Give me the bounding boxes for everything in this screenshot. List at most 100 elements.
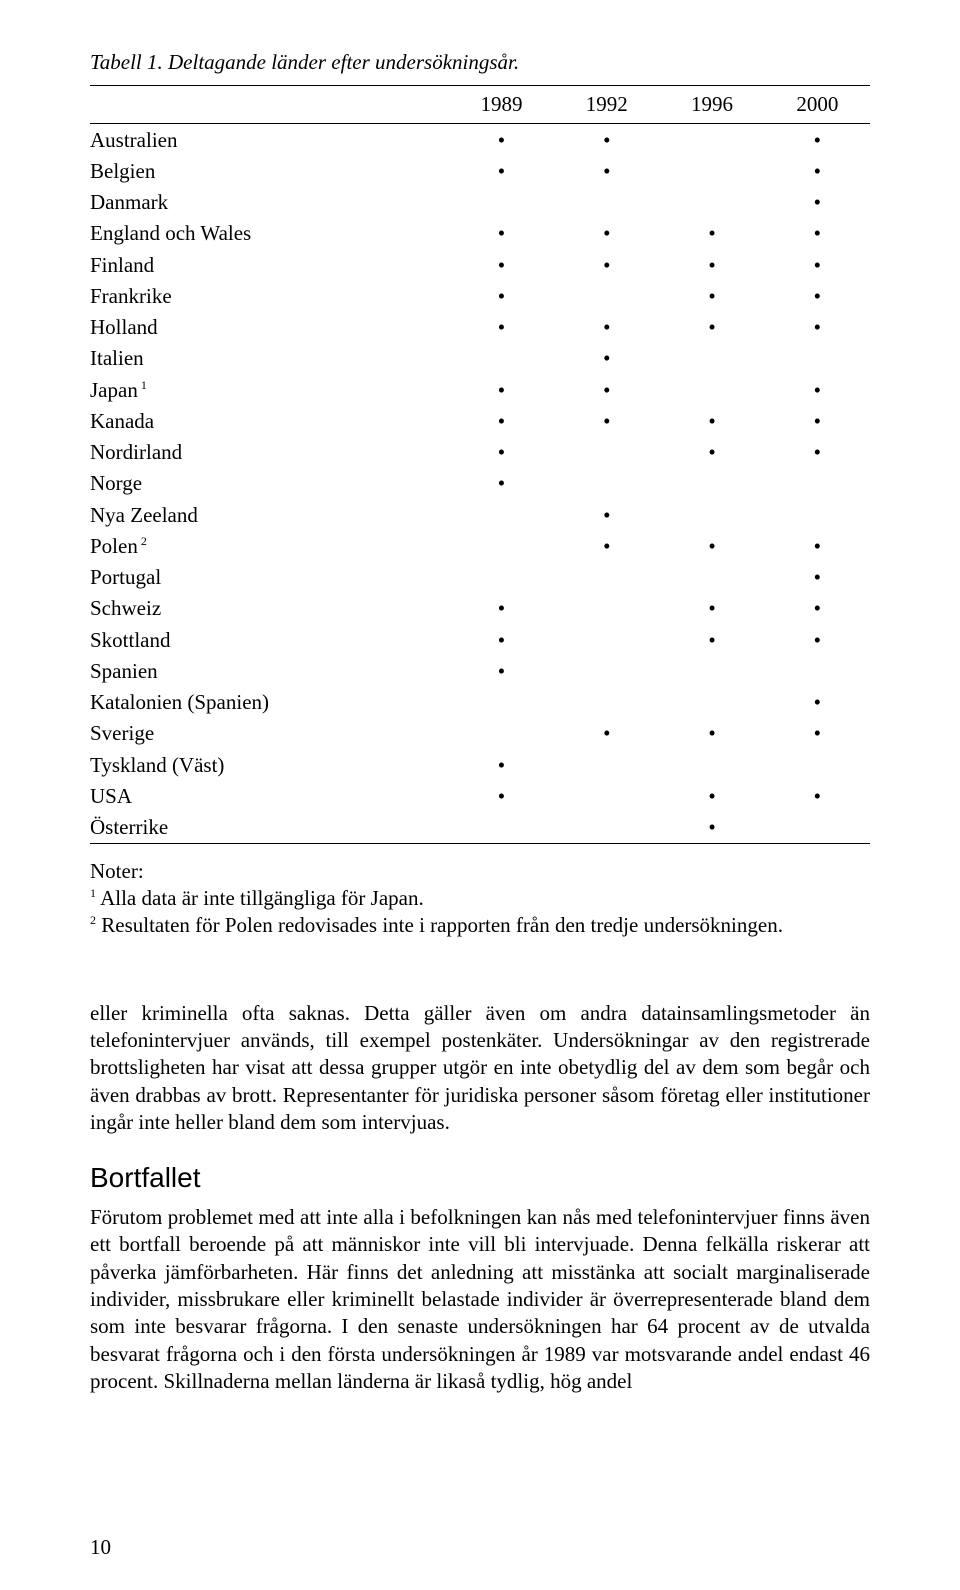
mark-cell: • (449, 468, 554, 499)
mark-cell (449, 530, 554, 561)
note-2-text: Resultaten för Polen redovisades inte i … (96, 913, 783, 937)
mark-cell (765, 749, 870, 780)
table-title-rest: Deltagande länder efter undersökningsår. (163, 50, 519, 74)
mark-cell: • (765, 405, 870, 436)
country-cell: Norge (90, 468, 449, 499)
table-row: Polen 2••• (90, 530, 870, 561)
mark-cell: • (659, 437, 764, 468)
mark-cell: • (449, 405, 554, 436)
mark-cell (659, 499, 764, 530)
section-heading-bortfallet: Bortfallet (90, 1162, 870, 1194)
table-row: Spanien• (90, 655, 870, 686)
mark-cell (449, 812, 554, 844)
mark-cell (449, 687, 554, 718)
mark-cell: • (449, 249, 554, 280)
country-footnote-sup: 1 (138, 378, 147, 392)
mark-cell: • (449, 280, 554, 311)
mark-cell: • (765, 562, 870, 593)
mark-cell (659, 468, 764, 499)
mark-cell (659, 374, 764, 405)
mark-cell: • (554, 405, 659, 436)
table-row: Tyskland (Väst)• (90, 749, 870, 780)
mark-cell: • (659, 312, 764, 343)
mark-cell: • (659, 624, 764, 655)
mark-cell (449, 343, 554, 374)
mark-cell: • (765, 593, 870, 624)
mark-cell (554, 749, 659, 780)
country-cell: Danmark (90, 187, 449, 218)
country-cell: Holland (90, 312, 449, 343)
mark-cell: • (765, 718, 870, 749)
col-year-3: 1996 (659, 86, 764, 124)
table-row: Schweiz••• (90, 593, 870, 624)
mark-cell (554, 280, 659, 311)
table-row: Portugal• (90, 562, 870, 593)
mark-cell (765, 499, 870, 530)
table-row: Holland•••• (90, 312, 870, 343)
mark-cell (765, 655, 870, 686)
mark-cell (554, 593, 659, 624)
participation-table: 1989 1992 1996 2000 Australien•••Belgien… (90, 85, 870, 844)
mark-cell: • (449, 218, 554, 249)
mark-cell: • (659, 812, 764, 844)
mark-cell (554, 624, 659, 655)
col-year-4: 2000 (765, 86, 870, 124)
mark-cell (659, 155, 764, 186)
table-row: Nordirland••• (90, 437, 870, 468)
table-row: Katalonien (Spanien)• (90, 687, 870, 718)
mark-cell: • (449, 374, 554, 405)
country-cell: Skottland (90, 624, 449, 655)
mark-cell (449, 499, 554, 530)
country-cell: Finland (90, 249, 449, 280)
mark-cell: • (765, 624, 870, 655)
table-row: Japan 1••• (90, 374, 870, 405)
table-row: Australien••• (90, 124, 870, 156)
mark-cell: • (659, 280, 764, 311)
table-row: Sverige••• (90, 718, 870, 749)
mark-cell: • (765, 218, 870, 249)
mark-cell (765, 812, 870, 844)
country-cell: Nordirland (90, 437, 449, 468)
mark-cell (659, 562, 764, 593)
country-cell: Tyskland (Väst) (90, 749, 449, 780)
col-year-1: 1989 (449, 86, 554, 124)
mark-cell (449, 718, 554, 749)
country-cell: Spanien (90, 655, 449, 686)
mark-cell: • (659, 249, 764, 280)
mark-cell: • (554, 343, 659, 374)
mark-cell: • (449, 437, 554, 468)
table-row: Frankrike••• (90, 280, 870, 311)
col-year-2: 1992 (554, 86, 659, 124)
mark-cell: • (554, 530, 659, 561)
table-row: USA••• (90, 780, 870, 811)
mark-cell: • (554, 155, 659, 186)
note-2: 2 Resultaten för Polen redovisades inte … (90, 912, 870, 939)
table-row: Belgien••• (90, 155, 870, 186)
mark-cell (554, 187, 659, 218)
mark-cell: • (659, 593, 764, 624)
mark-cell (765, 468, 870, 499)
country-cell: USA (90, 780, 449, 811)
country-cell: Australien (90, 124, 449, 156)
mark-cell: • (765, 374, 870, 405)
table-row: Nya Zeeland• (90, 499, 870, 530)
country-cell: Kanada (90, 405, 449, 436)
mark-cell (554, 437, 659, 468)
country-cell: Sverige (90, 718, 449, 749)
mark-cell: • (765, 155, 870, 186)
mark-cell: • (554, 249, 659, 280)
country-cell: Polen 2 (90, 530, 449, 561)
mark-cell: • (765, 312, 870, 343)
mark-cell: • (449, 124, 554, 156)
mark-cell: • (659, 718, 764, 749)
mark-cell: • (554, 218, 659, 249)
mark-cell: • (449, 780, 554, 811)
mark-cell (554, 468, 659, 499)
mark-cell: • (554, 718, 659, 749)
mark-cell: • (449, 655, 554, 686)
table-notes: Noter: 1 Alla data är inte tillgängliga … (90, 858, 870, 940)
table-title-prefix: Tabell 1. (90, 50, 163, 74)
notes-label: Noter: (90, 858, 870, 885)
mark-cell: • (449, 624, 554, 655)
mark-cell: • (659, 780, 764, 811)
